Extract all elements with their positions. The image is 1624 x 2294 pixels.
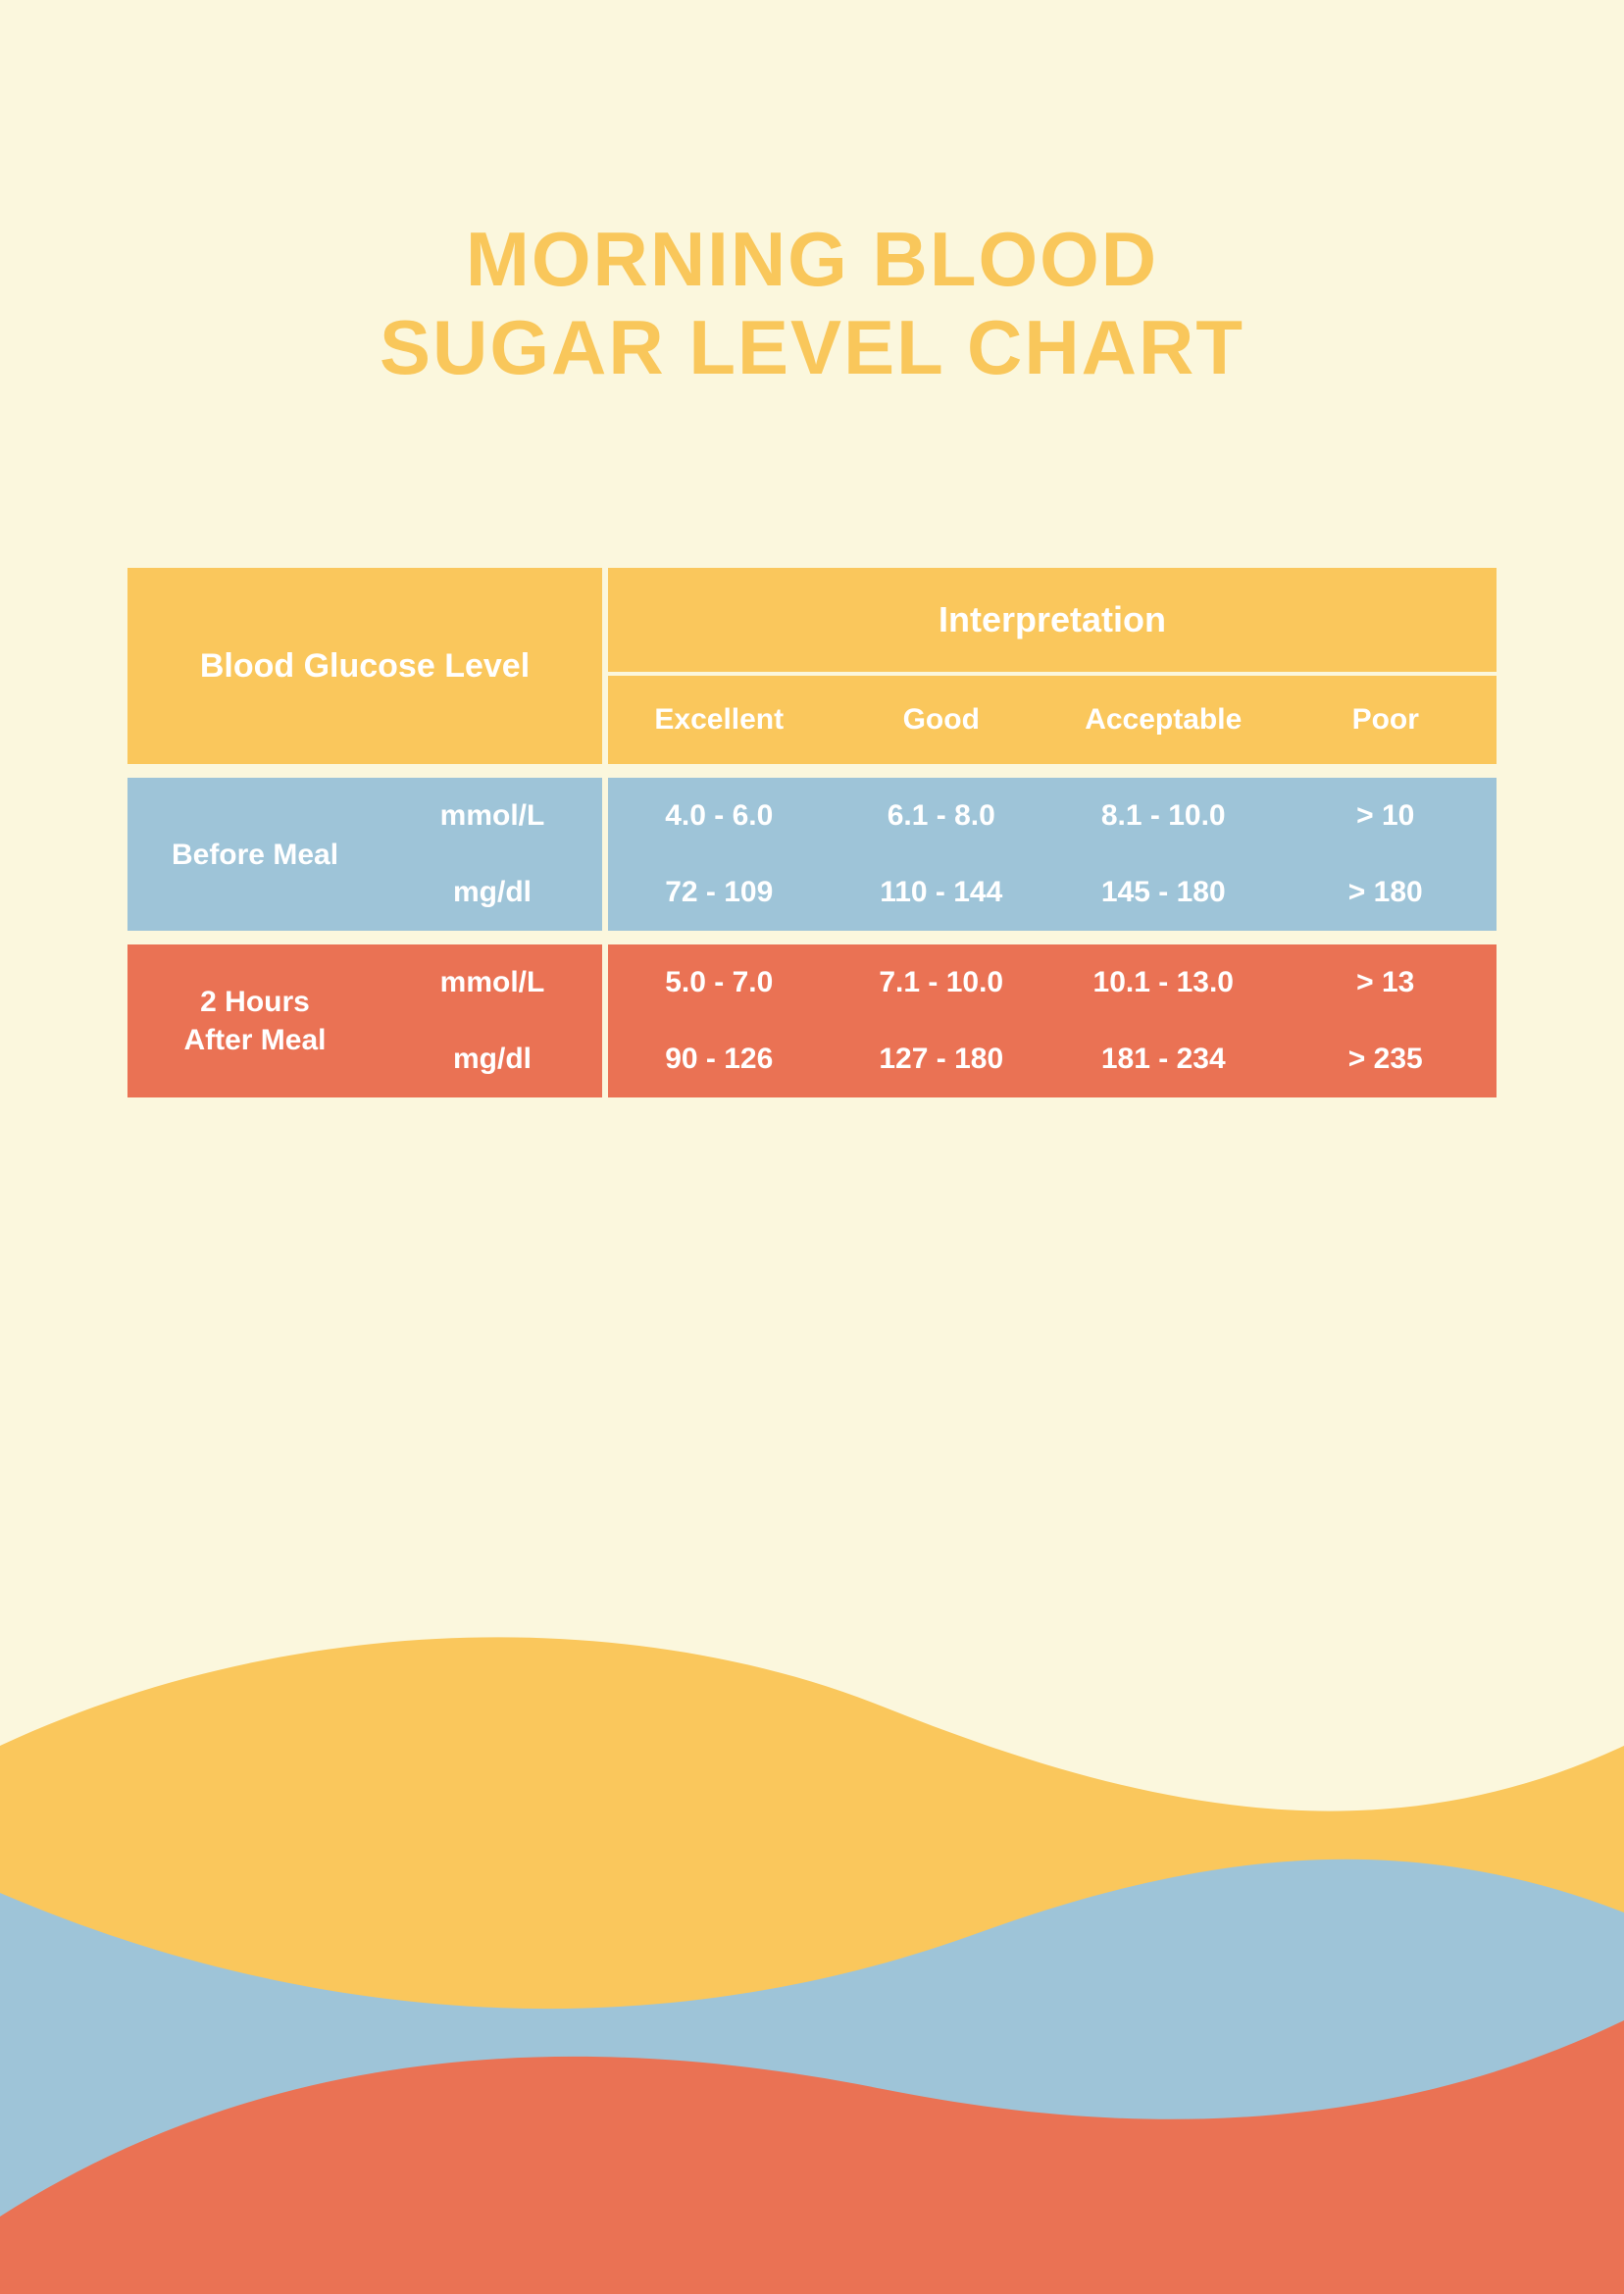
column-header-poor: Poor	[1275, 676, 1497, 764]
value-0-1-1: 110 - 144	[831, 854, 1053, 931]
column-header-good: Good	[831, 676, 1053, 764]
title-line-2: SUGAR LEVEL CHART	[380, 304, 1244, 390]
value-0-0-0: 4.0 - 6.0	[608, 778, 831, 854]
unit-0-0: mmol/L	[382, 778, 608, 854]
page-title: MORNING BLOOD SUGAR LEVEL CHART	[127, 216, 1497, 391]
header-interpretation: Interpretation	[608, 568, 1497, 676]
unit-1-1: mg/dl	[382, 1021, 608, 1097]
row-spacer	[127, 931, 1497, 944]
value-1-0-2: 10.1 - 13.0	[1052, 944, 1275, 1021]
row-label-1: 2 Hours After Meal	[127, 944, 382, 1097]
glucose-table: Blood Glucose LevelInterpretationExcelle…	[127, 568, 1497, 1097]
row-spacer	[127, 764, 1497, 778]
value-1-0-3: > 13	[1275, 944, 1497, 1021]
value-1-1-0: 90 - 126	[608, 1021, 831, 1097]
value-0-0-3: > 10	[1275, 778, 1497, 854]
row-label-0: Before Meal	[127, 778, 382, 931]
value-1-0-0: 5.0 - 7.0	[608, 944, 831, 1021]
title-line-1: MORNING BLOOD	[466, 216, 1158, 302]
value-0-0-2: 8.1 - 10.0	[1052, 778, 1275, 854]
value-1-1-1: 127 - 180	[831, 1021, 1053, 1097]
value-0-1-3: > 180	[1275, 854, 1497, 931]
content-area: MORNING BLOOD SUGAR LEVEL CHART Blood Gl…	[0, 0, 1624, 1097]
value-1-1-2: 181 - 234	[1052, 1021, 1275, 1097]
column-header-excellent: Excellent	[608, 676, 831, 764]
unit-0-1: mg/dl	[382, 854, 608, 931]
value-0-1-2: 145 - 180	[1052, 854, 1275, 931]
value-0-1-0: 72 - 109	[608, 854, 831, 931]
value-0-0-1: 6.1 - 8.0	[831, 778, 1053, 854]
page: MORNING BLOOD SUGAR LEVEL CHART Blood Gl…	[0, 0, 1624, 2294]
header-blood-glucose-level: Blood Glucose Level	[127, 568, 608, 764]
value-1-1-3: > 235	[1275, 1021, 1497, 1097]
value-1-0-1: 7.1 - 10.0	[831, 944, 1053, 1021]
unit-1-0: mmol/L	[382, 944, 608, 1021]
column-header-acceptable: Acceptable	[1052, 676, 1275, 764]
